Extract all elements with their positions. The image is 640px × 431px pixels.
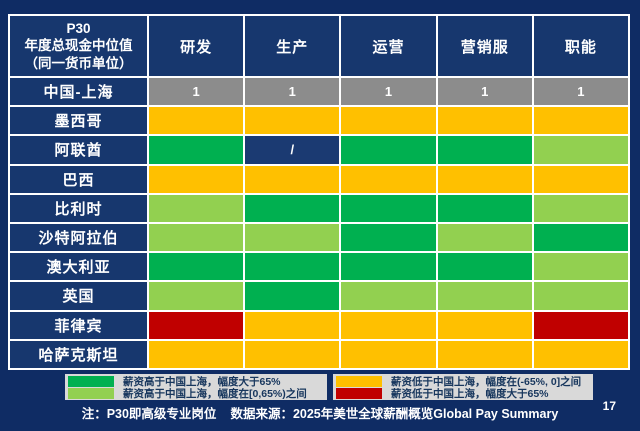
page-number: 17 [602,399,616,413]
table-cell [149,165,244,193]
table-cell [149,253,244,281]
row-label: 菲律宾 [10,311,147,339]
corner-line-3: （同一货币单位） [24,55,133,71]
table-cell [533,311,628,339]
corner-line-2: 年度总现金中位值 [24,38,133,54]
table-cell [149,311,244,339]
table-cell [437,340,532,368]
column-header-functions: 职能 [533,16,628,76]
row-label: 英国 [10,282,147,310]
row-label: 比利时 [10,194,147,222]
table-cell [533,194,628,222]
table-cell [341,107,436,135]
legend-swatch-green [68,375,114,387]
row-label: 墨西哥 [10,107,147,135]
legend-item-lightgreen: 薪资高于中国上海，幅度在[0,65%)之间 [65,387,327,400]
legend-swatch-lightgreen [68,387,114,399]
row-label: 哈萨克斯坦 [10,340,147,368]
table-cell [245,107,340,135]
legend-label-red: 薪资低于中国上海，幅度大于65% [391,387,549,400]
table-cell [149,136,244,164]
table-cell [437,311,532,339]
table-cell [437,107,532,135]
table-cell [437,224,532,252]
legend-swatch-yellow [336,375,382,387]
table-cell [533,253,628,281]
table-cell [149,224,244,252]
table-cell [245,224,340,252]
table-cell [149,194,244,222]
table-cell: 1 [437,78,532,106]
table-cell: 1 [149,78,244,106]
table-cell [533,340,628,368]
source-text: 数据来源：2025年美世全球薪酬概览Global Pay Summary [230,407,559,421]
table-cell [245,311,340,339]
corner-line-1: P30 [66,20,91,36]
note-text: 注：P30即高级专业岗位 [81,407,217,421]
table-cell: 1 [533,78,628,106]
row-label: 中国-上海 [10,78,147,106]
table-corner-title: P30 年度总现金中位值 （同一货币单位） [10,16,147,76]
table-cell [149,107,244,135]
legend-swatch-red [336,387,382,399]
table-cell [245,253,340,281]
table-cell [437,194,532,222]
table-cell [341,253,436,281]
legend-item-red: 薪资低于中国上海，幅度大于65% [333,387,593,400]
table-cell: / [245,136,340,164]
table-cell [341,165,436,193]
table-cell [341,194,436,222]
table-cell [341,224,436,252]
table-cell [149,340,244,368]
table-cell [341,136,436,164]
table-cell [533,107,628,135]
table-cell [245,194,340,222]
legend-item-green: 薪资高于中国上海，幅度大于65% [65,375,327,388]
column-header-rd: 研发 [149,16,244,76]
legend-item-yellow: 薪资低于中国上海，幅度在(-65%, 0]之间 [333,375,593,388]
table-cell [149,282,244,310]
table-cell [341,311,436,339]
footer-note: 注：P30即高级专业岗位 数据来源：2025年美世全球薪酬概览Global Pay… [0,403,640,422]
table-cell [533,165,628,193]
table-cell [245,282,340,310]
table-cell [245,165,340,193]
table-cell [245,340,340,368]
table-cell [437,253,532,281]
table-cell [341,340,436,368]
row-label: 澳大利亚 [10,253,147,281]
salary-table: P30 年度总现金中位值 （同一货币单位） 研发 生产 运营 营销服 职能 中国… [8,14,630,370]
row-label: 阿联酋 [10,136,147,164]
legend-label-lightgreen: 薪资高于中国上海，幅度在[0,65%)之间 [123,387,307,400]
column-header-operations: 运营 [341,16,436,76]
row-label: 巴西 [10,165,147,193]
column-header-marketing: 营销服 [437,16,532,76]
legend-label-green: 薪资高于中国上海，幅度大于65% [123,375,281,388]
legend-box-higher: 薪资高于中国上海，幅度大于65% 薪资高于中国上海，幅度在[0,65%)之间 [65,374,327,400]
legend-label-yellow: 薪资低于中国上海，幅度在(-65%, 0]之间 [391,375,582,388]
table-cell [533,224,628,252]
table-cell: 1 [245,78,340,106]
table-cell [533,282,628,310]
table-cell [437,136,532,164]
row-label: 沙特阿拉伯 [10,224,147,252]
table-cell [341,282,436,310]
column-header-production: 生产 [245,16,340,76]
legend-box-lower: 薪资低于中国上海，幅度在(-65%, 0]之间 薪资低于中国上海，幅度大于65% [333,374,593,400]
table-cell: 1 [341,78,436,106]
table-cell [533,136,628,164]
table-cell [437,282,532,310]
table-cell [437,165,532,193]
